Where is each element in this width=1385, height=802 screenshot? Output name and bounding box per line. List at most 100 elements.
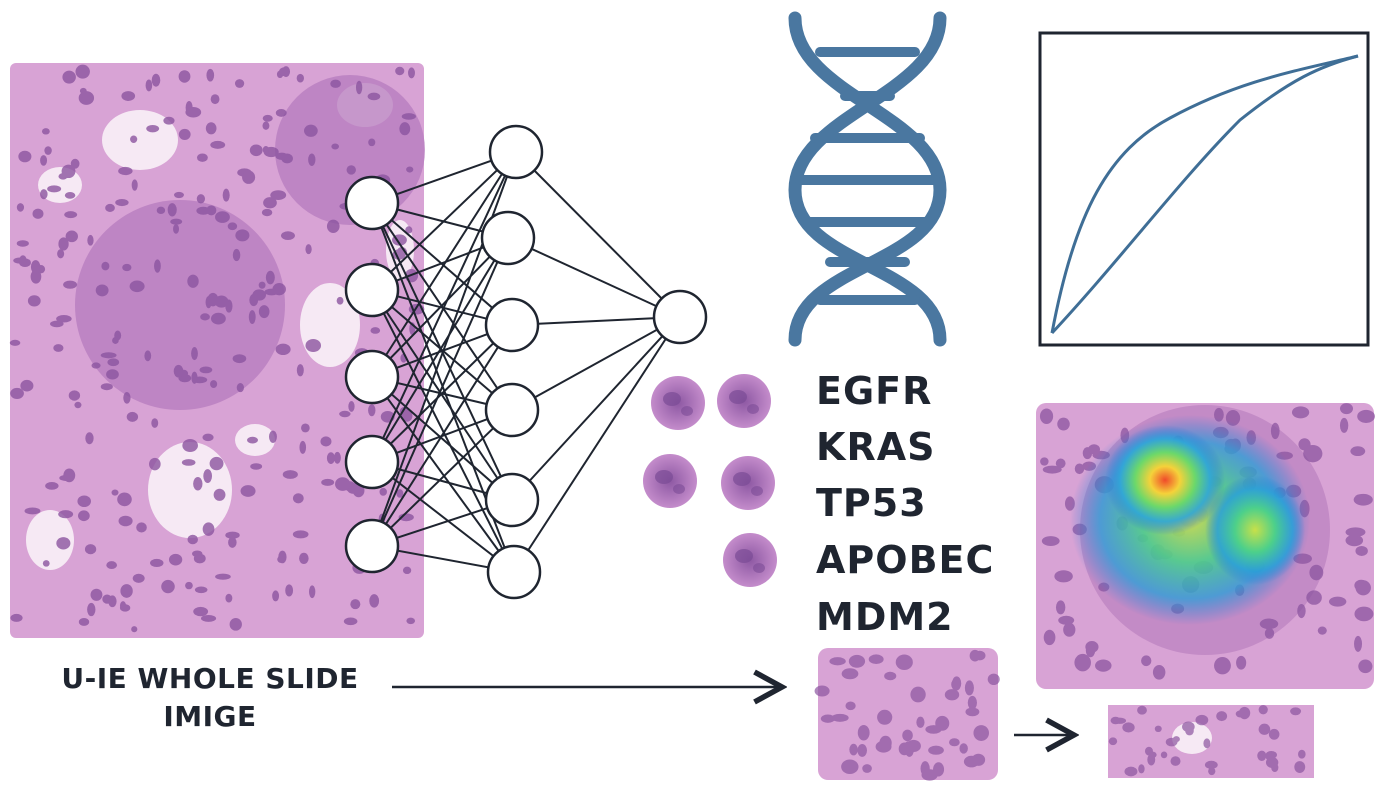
nucleus (187, 534, 198, 545)
nucleus (144, 350, 152, 362)
nucleus (368, 138, 376, 147)
nucleus (1108, 737, 1118, 746)
nucleus (1063, 622, 1076, 637)
nucleus (27, 295, 41, 307)
network-node (344, 175, 400, 231)
nucleus (210, 380, 218, 389)
nucleus (1055, 600, 1066, 615)
nucleus (305, 338, 322, 353)
network-node (344, 349, 400, 405)
nucleus (370, 327, 381, 334)
cell-patches (643, 374, 777, 587)
nucleus (263, 197, 277, 209)
nucleus (181, 459, 196, 466)
nucleus (845, 701, 856, 711)
nucleus (227, 222, 238, 231)
nucleus (106, 369, 119, 380)
nucleus (41, 128, 50, 135)
nucleus (1085, 643, 1096, 658)
nucleus (79, 87, 87, 95)
nucleus (292, 530, 309, 539)
nucleus (884, 671, 897, 681)
nucleus (367, 92, 381, 101)
nucleus (1317, 626, 1327, 635)
nucleus (406, 617, 416, 625)
tissue-patch-medium (814, 648, 1000, 781)
nucleus (213, 488, 226, 501)
nucleus (1042, 465, 1062, 474)
nucleus (132, 573, 145, 583)
nucleus (841, 668, 859, 680)
nucleus (185, 100, 193, 115)
nucleus (240, 485, 256, 497)
nucleus (1309, 564, 1324, 581)
nucleus (210, 140, 226, 149)
nucleus (1265, 752, 1276, 762)
nucleus (1095, 659, 1112, 672)
nucleus (191, 371, 198, 384)
nucleus (405, 226, 413, 234)
gene-label: MDM2 (816, 595, 954, 639)
nucleus (1122, 722, 1135, 733)
nucleus (275, 152, 289, 160)
nucleus (234, 79, 245, 88)
nucleus (348, 400, 355, 412)
nucleus (32, 208, 44, 219)
nucleus (275, 108, 287, 117)
nucleus (369, 594, 380, 608)
nucleus (1043, 629, 1056, 646)
nucleus (115, 199, 129, 207)
nucleus (173, 364, 184, 378)
neural-network-icon (344, 124, 708, 600)
nucleus (85, 432, 94, 445)
nucleus (207, 292, 219, 307)
nucleus (100, 352, 117, 359)
nucleus (64, 211, 78, 219)
nucleus (151, 418, 159, 428)
nucleus (262, 145, 270, 154)
nucleus (326, 219, 340, 233)
nucleus (136, 522, 147, 533)
nucleus (1039, 408, 1054, 425)
nucleus (902, 729, 913, 742)
nucleus (868, 654, 884, 665)
nucleus (1154, 725, 1162, 732)
nucleus (1182, 721, 1195, 732)
nucleus (178, 70, 191, 83)
nucleus (57, 249, 65, 259)
nucleus (167, 203, 177, 217)
nucleus (1306, 590, 1322, 605)
nucleus (355, 80, 363, 95)
nucleus (191, 347, 198, 361)
nucleus (1350, 446, 1366, 457)
nucleus (1339, 417, 1349, 433)
nucleus (379, 487, 387, 496)
nucleus (74, 401, 82, 409)
nucleus (1345, 527, 1366, 537)
lumen (26, 510, 74, 570)
nucleus (215, 211, 230, 223)
nucleus (408, 67, 415, 79)
nucleus (1058, 615, 1075, 625)
nucleus (895, 654, 913, 671)
nucleus (50, 320, 64, 328)
nucleus (339, 410, 351, 418)
nucleus (75, 64, 90, 79)
nucleus (170, 218, 183, 225)
nucleus (396, 489, 404, 498)
nucleus (78, 91, 95, 105)
nucleus (916, 716, 925, 728)
nucleus (187, 274, 199, 288)
nucleus (84, 544, 97, 555)
nucleus (269, 430, 277, 443)
network-node (484, 382, 540, 438)
nucleus (820, 714, 835, 723)
nucleus (1357, 409, 1375, 423)
nucleus (174, 191, 184, 199)
nucleus (304, 124, 318, 137)
nucleus (1303, 445, 1323, 463)
network-node (344, 518, 400, 574)
nucleus (862, 764, 872, 773)
nucleus (401, 409, 413, 422)
nucleus (963, 755, 980, 768)
